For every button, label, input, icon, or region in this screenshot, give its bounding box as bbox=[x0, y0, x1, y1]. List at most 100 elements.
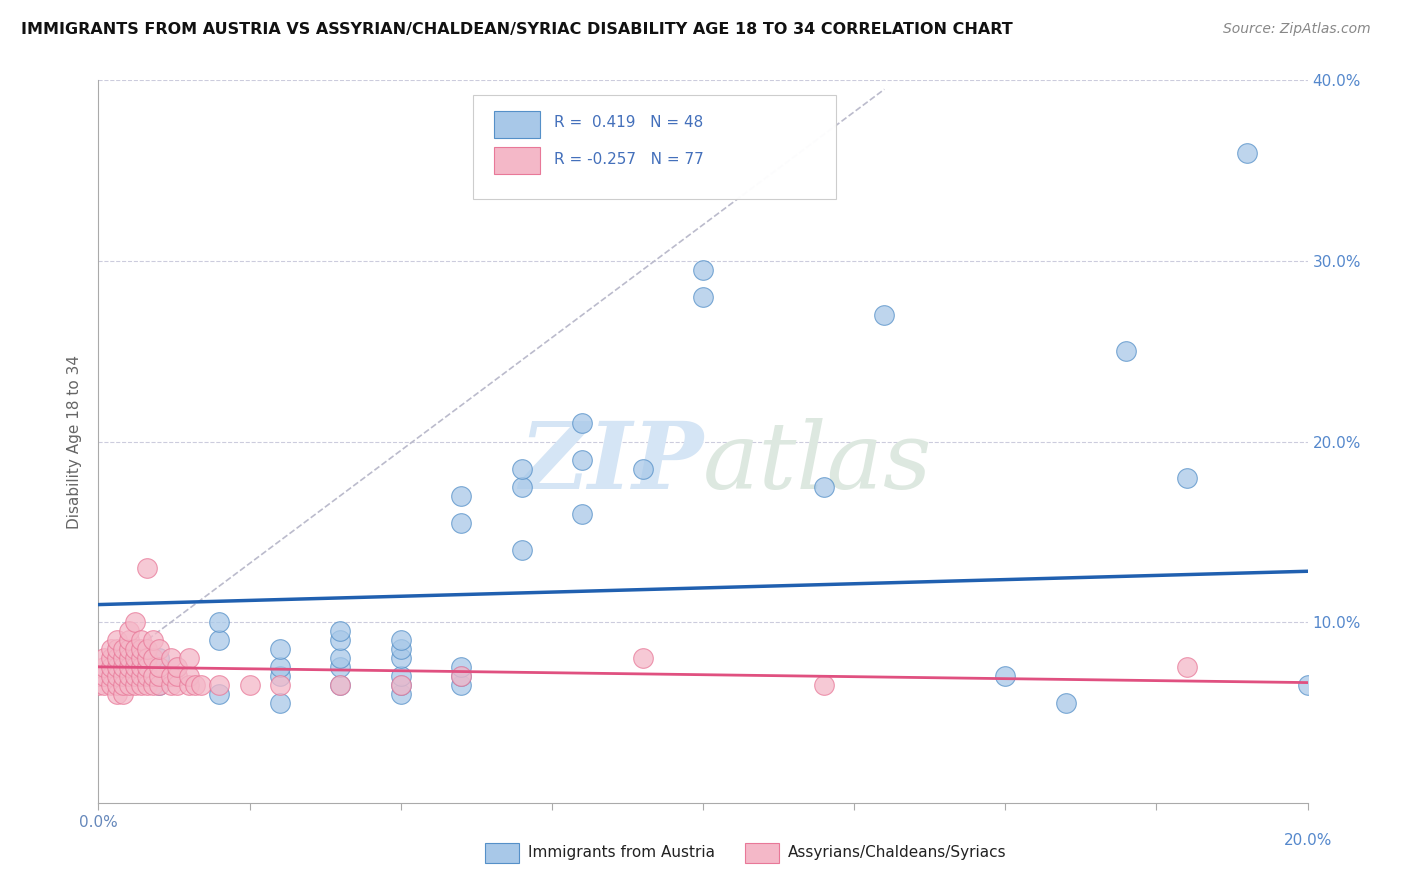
Point bbox=[148, 651, 170, 665]
Point bbox=[148, 678, 170, 692]
Point bbox=[87, 669, 110, 683]
Point bbox=[142, 678, 165, 692]
Text: ZIP: ZIP bbox=[519, 418, 703, 508]
Point bbox=[389, 669, 412, 683]
Point bbox=[118, 633, 141, 648]
Point bbox=[510, 480, 533, 494]
Point bbox=[124, 651, 146, 665]
Point bbox=[571, 417, 593, 431]
Point bbox=[1296, 678, 1319, 692]
Point bbox=[142, 669, 165, 683]
Point bbox=[450, 678, 472, 692]
Point bbox=[129, 651, 152, 665]
Y-axis label: Disability Age 18 to 34: Disability Age 18 to 34 bbox=[67, 354, 83, 529]
Point bbox=[329, 660, 352, 674]
Point bbox=[142, 651, 165, 665]
Point bbox=[124, 678, 146, 692]
Point bbox=[160, 669, 183, 683]
Point bbox=[208, 633, 231, 648]
Point bbox=[1236, 145, 1258, 160]
Text: IMMIGRANTS FROM AUSTRIA VS ASSYRIAN/CHALDEAN/SYRIAC DISABILITY AGE 18 TO 34 CORR: IMMIGRANTS FROM AUSTRIA VS ASSYRIAN/CHAL… bbox=[21, 22, 1012, 37]
Point bbox=[269, 642, 291, 657]
Bar bbox=[494, 111, 540, 138]
Point bbox=[571, 452, 593, 467]
Point bbox=[100, 660, 122, 674]
Point bbox=[1357, 669, 1379, 683]
Point bbox=[179, 678, 201, 692]
Point bbox=[111, 669, 134, 683]
Point bbox=[389, 651, 412, 665]
Point bbox=[329, 678, 352, 692]
Point bbox=[129, 678, 152, 692]
Point bbox=[450, 489, 472, 503]
Point bbox=[160, 651, 183, 665]
Point bbox=[100, 669, 122, 683]
Text: Assyrians/Chaldeans/Syriacs: Assyrians/Chaldeans/Syriacs bbox=[787, 845, 1007, 860]
Point bbox=[389, 642, 412, 657]
Point bbox=[93, 678, 115, 692]
Point bbox=[631, 461, 654, 475]
Point bbox=[87, 669, 110, 683]
Point bbox=[142, 633, 165, 648]
Point bbox=[1054, 697, 1077, 711]
Point bbox=[389, 633, 412, 648]
Point bbox=[450, 669, 472, 683]
Point bbox=[450, 669, 472, 683]
Point bbox=[329, 651, 352, 665]
Point bbox=[269, 660, 291, 674]
Point bbox=[389, 687, 412, 701]
Point bbox=[135, 660, 157, 674]
Point bbox=[105, 687, 128, 701]
Point bbox=[813, 480, 835, 494]
Point bbox=[179, 669, 201, 683]
Point bbox=[160, 678, 183, 692]
Point bbox=[166, 660, 188, 674]
Point bbox=[135, 678, 157, 692]
Text: atlas: atlas bbox=[703, 418, 932, 508]
Point bbox=[93, 669, 115, 683]
Point bbox=[129, 660, 152, 674]
Point bbox=[93, 660, 115, 674]
Point bbox=[389, 678, 412, 692]
Point bbox=[118, 642, 141, 657]
Point bbox=[179, 651, 201, 665]
Point bbox=[111, 687, 134, 701]
Point bbox=[269, 669, 291, 683]
Point bbox=[124, 660, 146, 674]
Point bbox=[135, 669, 157, 683]
Point bbox=[87, 678, 110, 692]
Point bbox=[329, 624, 352, 639]
Point bbox=[118, 624, 141, 639]
Point bbox=[166, 678, 188, 692]
Point bbox=[105, 651, 128, 665]
Point bbox=[118, 660, 141, 674]
Point bbox=[111, 651, 134, 665]
Point bbox=[208, 615, 231, 630]
Point bbox=[129, 633, 152, 648]
Point bbox=[105, 633, 128, 648]
Point bbox=[1175, 660, 1198, 674]
Point bbox=[269, 697, 291, 711]
Point bbox=[135, 642, 157, 657]
Point bbox=[118, 678, 141, 692]
Point bbox=[208, 687, 231, 701]
FancyBboxPatch shape bbox=[474, 95, 837, 200]
Text: 20.0%: 20.0% bbox=[1284, 833, 1331, 848]
Point bbox=[166, 669, 188, 683]
Point bbox=[389, 678, 412, 692]
Point bbox=[692, 263, 714, 277]
Point bbox=[124, 615, 146, 630]
Point bbox=[329, 633, 352, 648]
Point bbox=[148, 678, 170, 692]
Point bbox=[105, 642, 128, 657]
Point bbox=[873, 308, 896, 322]
Text: Source: ZipAtlas.com: Source: ZipAtlas.com bbox=[1223, 22, 1371, 37]
Point bbox=[1115, 344, 1137, 359]
Point bbox=[129, 642, 152, 657]
Point bbox=[100, 678, 122, 692]
Text: R = -0.257   N = 77: R = -0.257 N = 77 bbox=[554, 152, 704, 167]
Point bbox=[93, 651, 115, 665]
Point bbox=[631, 651, 654, 665]
Point bbox=[135, 561, 157, 575]
Point bbox=[111, 678, 134, 692]
